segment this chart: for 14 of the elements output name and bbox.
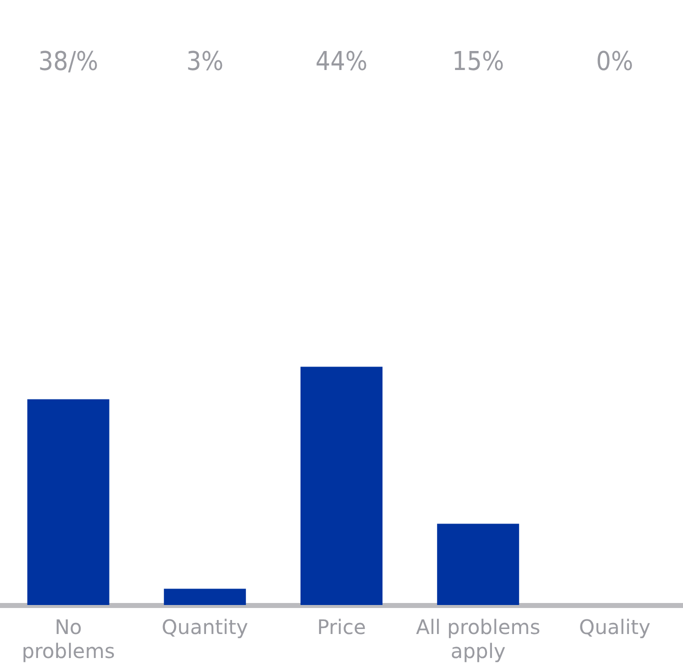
- x-tick-label: Quantity: [162, 615, 248, 639]
- bar: [437, 524, 520, 605]
- data-label: 15%: [452, 47, 504, 77]
- data-label: 44%: [316, 47, 368, 77]
- bar: [300, 366, 382, 605]
- bar: [164, 588, 246, 605]
- x-tick-label: Quality: [578, 615, 651, 639]
- data-label: 3%: [186, 47, 224, 77]
- data-label: 38/%: [38, 47, 98, 77]
- bar: [27, 399, 110, 605]
- x-tick-label: All problems apply: [416, 615, 540, 663]
- x-tick-label: No problems: [22, 615, 115, 663]
- data-label: 0%: [596, 47, 634, 77]
- x-tick-label: Price: [317, 615, 366, 639]
